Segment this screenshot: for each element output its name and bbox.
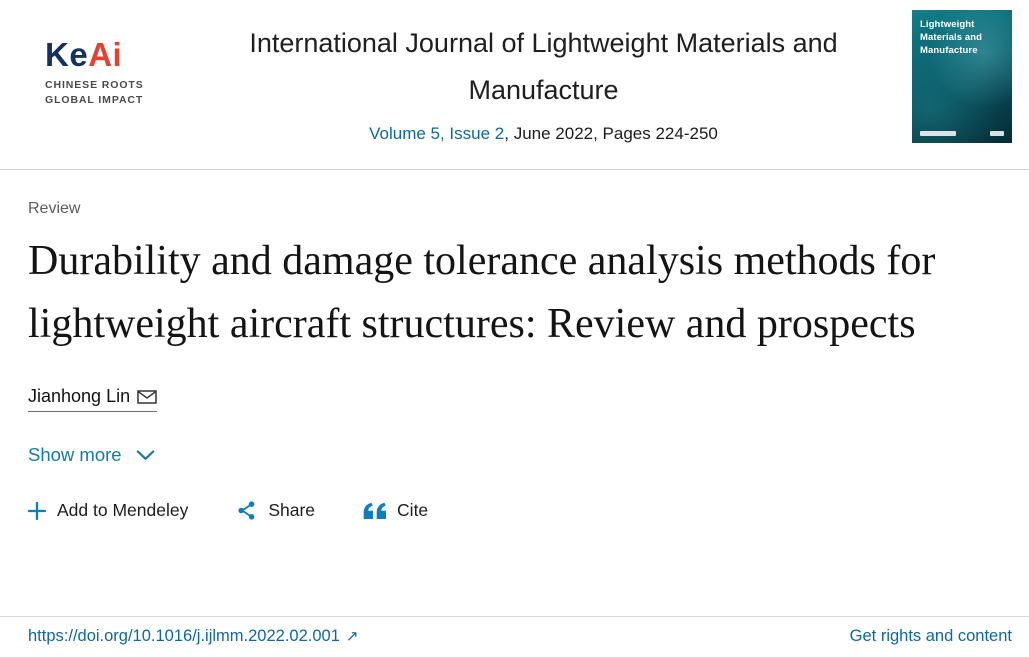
plus-icon [28, 501, 46, 520]
external-link-icon: ↗ [345, 628, 359, 645]
article-title: Durability and damage tolerance analysis… [28, 238, 936, 347]
cover-publisher-mark [920, 131, 956, 136]
journal-cover-title: Lightweight Materials and Manufacture [920, 19, 983, 56]
author-name: Jianhong Lin [28, 386, 131, 406]
cite-quotes-icon [363, 502, 387, 519]
chevron-down-icon [136, 449, 155, 461]
email-envelope-icon [137, 389, 157, 404]
keai-logo-ke: Ke [45, 36, 89, 73]
cite-button[interactable]: Cite [363, 500, 428, 521]
get-rights-text: Get rights and content [849, 627, 1012, 645]
show-more-label: Show more [28, 444, 122, 465]
keai-logo[interactable]: KeAi CHINESE ROOTS GLOBAL IMPACT [45, 38, 175, 107]
journal-cover-footer [920, 131, 1004, 136]
keai-logo-tagline: CHINESE ROOTS GLOBAL IMPACT [45, 78, 175, 107]
get-rights-link[interactable]: Get rights and content [850, 627, 1012, 646]
issue-link[interactable]: Volume 5, Issue 2 [369, 123, 505, 143]
actions-row: Add to Mendeley Share [28, 500, 1001, 521]
keai-logo-wordmark: KeAi [45, 38, 175, 71]
author-row: Jianhong Lin [28, 386, 1001, 412]
article-type-label: Review [28, 200, 81, 217]
doi-bar: https://doi.org/10.1016/j.ijlmm.2022.02.… [0, 616, 1029, 658]
issue-line: Volume 5, Issue 2, June 2022, Pages 224-… [175, 124, 912, 144]
keai-tagline-line2: GLOBAL IMPACT [45, 93, 144, 106]
doi-text: https://doi.org/10.1016/j.ijlmm.2022.02.… [28, 627, 340, 645]
share-icon [236, 500, 257, 521]
journal-cover-thumbnail[interactable]: Lightweight Materials and Manufacture [912, 10, 1012, 143]
article-main: Review Durability and damage tolerance a… [0, 170, 1029, 521]
show-more-button[interactable]: Show more [28, 444, 155, 466]
journal-title: International Journal of Lightweight Mat… [249, 28, 838, 106]
keai-logo-ai: Ai [88, 36, 123, 73]
share-button[interactable]: Share [236, 500, 315, 521]
issue-date-pages: , June 2022, Pages 224-250 [504, 123, 718, 143]
journal-header-center: International Journal of Lightweight Mat… [175, 10, 912, 144]
doi-link[interactable]: https://doi.org/10.1016/j.ijlmm.2022.02.… [28, 627, 358, 646]
add-to-mendeley-button[interactable]: Add to Mendeley [28, 500, 188, 521]
journal-header: KeAi CHINESE ROOTS GLOBAL IMPACT Interna… [0, 0, 1029, 170]
author-link[interactable]: Jianhong Lin [28, 386, 158, 412]
keai-tagline-line1: CHINESE ROOTS [45, 79, 144, 91]
cite-label: Cite [397, 500, 429, 520]
share-label: Share [268, 500, 316, 520]
add-to-mendeley-label: Add to Mendeley [57, 500, 189, 520]
cover-keai-mark [990, 131, 1004, 136]
